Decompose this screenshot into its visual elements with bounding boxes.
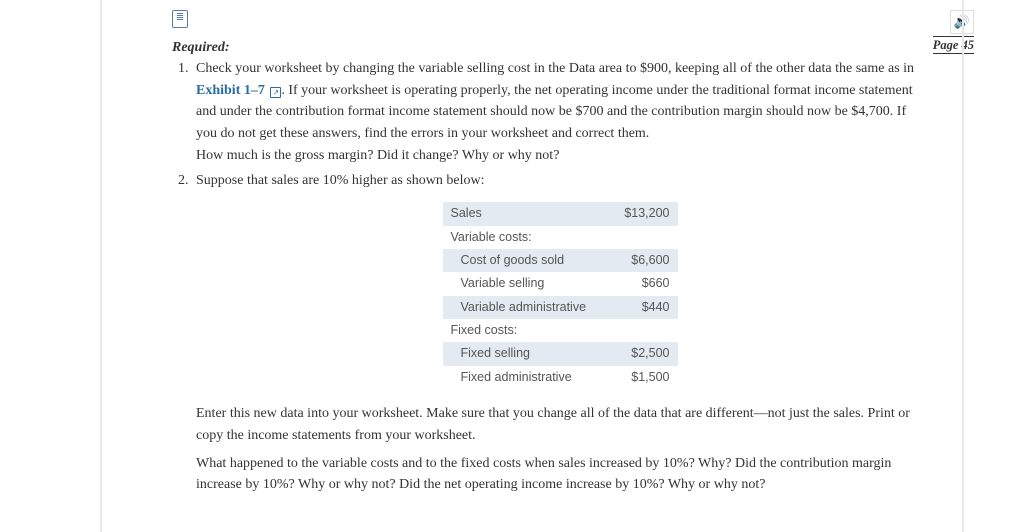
requirement-2: Suppose that sales are 10% higher as sho… bbox=[192, 170, 924, 495]
requirement-1: Check your worksheet by changing the var… bbox=[192, 58, 924, 166]
row-value: $6,600 bbox=[608, 249, 678, 272]
row-value: $13,200 bbox=[608, 202, 678, 225]
row-label: Fixed costs: bbox=[443, 319, 608, 342]
req1-question: How much is the gross margin? Did it cha… bbox=[196, 145, 924, 167]
req1-tail: . If your worksheet is operating properl… bbox=[196, 83, 913, 141]
row-label: Variable administrative bbox=[443, 296, 608, 319]
row-label: Variable costs: bbox=[443, 226, 608, 249]
margin-rule-left bbox=[100, 0, 102, 532]
document-icon: ≣ bbox=[172, 10, 188, 28]
req1-lead: Check your worksheet by changing the var… bbox=[196, 61, 914, 76]
external-link-icon[interactable]: ↗ bbox=[270, 87, 281, 98]
table-row: Fixed selling$2,500 bbox=[443, 342, 678, 365]
table-row: Sales$13,200 bbox=[443, 202, 678, 225]
exhibit-link[interactable]: Exhibit 1–7 bbox=[196, 83, 265, 98]
table-row: Fixed administrative$1,500 bbox=[443, 366, 678, 389]
row-label: Fixed selling bbox=[443, 342, 608, 365]
page-number-box: Page 45 bbox=[933, 38, 974, 54]
row-label: Cost of goods sold bbox=[443, 249, 608, 272]
table-row: Variable costs: bbox=[443, 226, 678, 249]
required-heading-text: Required: bbox=[172, 40, 230, 55]
row-label: Fixed administrative bbox=[443, 366, 608, 389]
req2-lead: Suppose that sales are 10% higher as sho… bbox=[196, 173, 485, 188]
requirements-list: Check your worksheet by changing the var… bbox=[174, 58, 924, 496]
row-label: Variable selling bbox=[443, 272, 608, 295]
table-row: Variable administrative$440 bbox=[443, 296, 678, 319]
table-row: Cost of goods sold$6,600 bbox=[443, 249, 678, 272]
after-paragraph-2: What happened to the variable costs and … bbox=[196, 453, 924, 496]
row-value bbox=[608, 226, 678, 249]
row-value: $660 bbox=[608, 272, 678, 295]
margin-rule-right bbox=[962, 0, 964, 532]
row-value bbox=[608, 319, 678, 342]
after-paragraph-1: Enter this new data into your worksheet.… bbox=[196, 403, 924, 446]
row-label: Sales bbox=[443, 202, 608, 225]
page-number: Page 45 bbox=[933, 36, 974, 54]
financial-table: Sales$13,200Variable costs:Cost of goods… bbox=[443, 202, 678, 389]
row-value: $1,500 bbox=[608, 366, 678, 389]
row-value: $440 bbox=[608, 296, 678, 319]
table-row: Fixed costs: bbox=[443, 319, 678, 342]
row-value: $2,500 bbox=[608, 342, 678, 365]
required-heading: Page 45 Required: bbox=[100, 40, 974, 56]
table-row: Variable selling$660 bbox=[443, 272, 678, 295]
